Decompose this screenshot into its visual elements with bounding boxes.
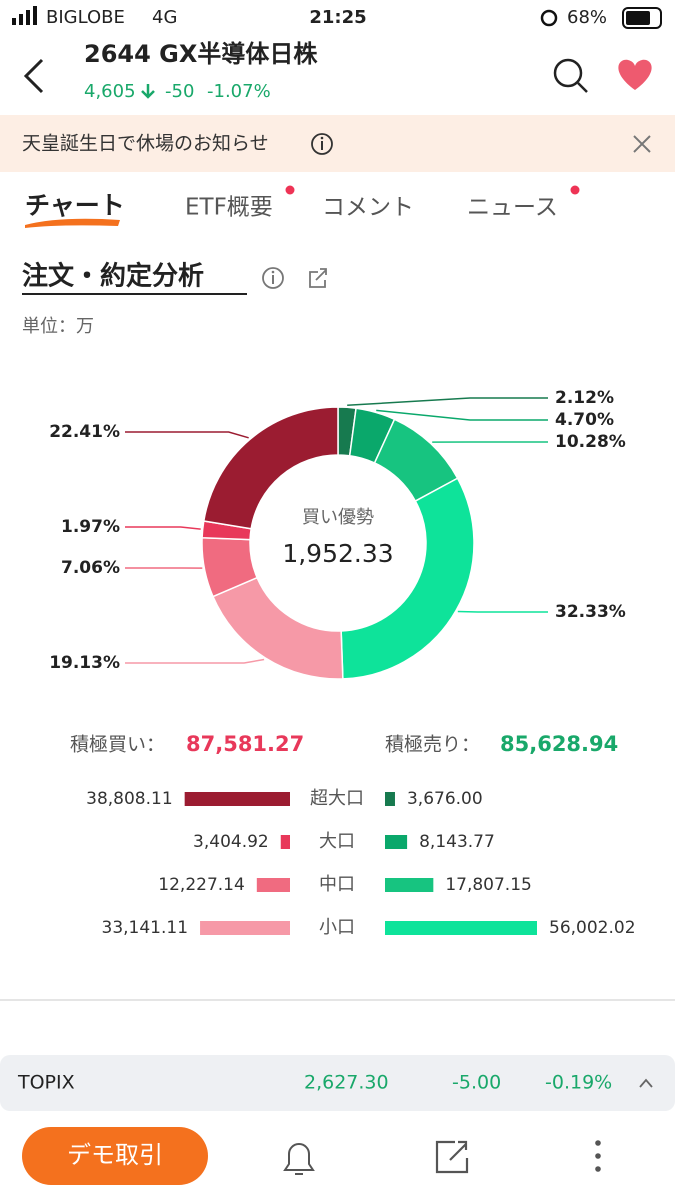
favorite-button[interactable] — [618, 59, 652, 90]
tab[interactable]: コメント — [322, 195, 414, 221]
badge — [285, 185, 295, 195]
data-label: 32.33% — [555, 602, 626, 622]
leader-line — [376, 409, 548, 421]
price: 4,605 — [84, 81, 136, 102]
share-icon[interactable] — [309, 268, 327, 288]
share-button[interactable] — [435, 1140, 469, 1174]
buy-bar — [200, 921, 290, 935]
sell-label: 積極売り： — [385, 734, 480, 756]
status-bar: BIGLOBE 4G 21:25 68% — [12, 6, 662, 29]
demo-button-label: デモ取引 — [67, 1141, 163, 1169]
time: 21:25 — [309, 7, 366, 28]
sell-total: 85,628.94 — [500, 732, 618, 756]
data-label: 22.41% — [49, 422, 120, 442]
buy-bar — [184, 792, 290, 806]
sell-bar — [385, 878, 434, 892]
buy-value: 38,808.11 — [86, 789, 173, 809]
back-button[interactable] — [23, 58, 44, 94]
donut-segment — [340, 477, 475, 680]
tab-underline — [25, 218, 120, 228]
data-label: 2.12% — [555, 388, 614, 408]
ticker-change: -5.00 — [452, 1072, 501, 1094]
sell-bar — [385, 835, 408, 849]
tab[interactable]: ETF概要 — [185, 195, 273, 221]
ticker-change-pct: -0.19% — [545, 1072, 612, 1094]
ticker-price: 2,627.30 — [304, 1072, 389, 1094]
more-button[interactable] — [595, 1140, 601, 1172]
category: 小口 — [319, 917, 355, 938]
data-label: 1.97% — [61, 517, 120, 537]
leader-line — [457, 610, 548, 613]
buy-value: 3,404.92 — [193, 832, 269, 852]
search-button[interactable] — [553, 58, 588, 93]
sell-value: 3,676.00 — [407, 789, 483, 809]
buy-total: 87,581.27 — [186, 732, 304, 756]
expand-icon[interactable] — [639, 1078, 653, 1088]
tab[interactable]: チャート — [25, 191, 125, 220]
leader-line — [125, 431, 249, 439]
close-button[interactable] — [633, 135, 651, 153]
network: 4G — [152, 7, 177, 28]
buy-value: 33,141.11 — [102, 918, 189, 938]
sell-bar — [385, 921, 537, 935]
tab[interactable]: ニュース — [467, 195, 558, 221]
sell-value: 56,002.02 — [549, 918, 636, 938]
battery: 68% — [567, 7, 607, 28]
category: 中口 — [319, 874, 355, 895]
sell-value: 17,807.15 — [445, 875, 532, 895]
down-arrow — [141, 84, 155, 99]
notice-text: 天皇誕生日で休場のお知らせ — [22, 133, 269, 155]
leader-line — [125, 658, 265, 664]
leader-line — [125, 526, 201, 530]
donut-segment — [211, 576, 344, 680]
data-label: 7.06% — [61, 558, 120, 578]
leader-line — [347, 397, 548, 407]
breakdown: 超大口 38,808.11 3,676.00 大口 3,404.92 8,143.77 中口… — [86, 788, 635, 938]
buy-value: 12,227.14 — [158, 875, 245, 895]
center-label: 買い優勢 — [302, 507, 374, 528]
badge — [570, 185, 580, 195]
notice-banner[interactable] — [0, 115, 675, 172]
ticker-name: TOPIX — [17, 1072, 75, 1094]
donut-chart: 2.12%4.70%10.28% 32.33% 19.13% 7.06% 1.97% 22… — [49, 388, 626, 680]
data-label: 4.70% — [555, 410, 614, 430]
category: 超大口 — [310, 788, 364, 809]
change: -50 — [165, 81, 194, 102]
category: 大口 — [319, 831, 355, 852]
data-label: 19.13% — [49, 653, 120, 673]
buy-bar — [280, 835, 290, 849]
unit: 単位：万 — [22, 316, 94, 337]
ticker-bar[interactable] — [0, 1055, 675, 1111]
info-icon[interactable] — [262, 267, 284, 289]
donut-segment — [202, 406, 339, 530]
sell-bar — [385, 792, 395, 806]
change-pct: -1.07% — [207, 81, 271, 102]
sell-value: 8,143.77 — [419, 832, 495, 852]
stock-title: 2644 GX半導体日株 — [84, 40, 318, 68]
data-label: 10.28% — [555, 432, 626, 452]
demo-button[interactable] — [22, 1127, 208, 1185]
center-value: 1,952.33 — [282, 539, 393, 568]
buy-label: 積極買い： — [70, 734, 165, 756]
buy-bar — [256, 878, 290, 892]
carrier: BIGLOBE — [46, 7, 125, 28]
alert-button[interactable] — [283, 1143, 315, 1175]
info-icon — [311, 133, 333, 155]
section-title: 注文・約定分析 — [22, 261, 204, 292]
